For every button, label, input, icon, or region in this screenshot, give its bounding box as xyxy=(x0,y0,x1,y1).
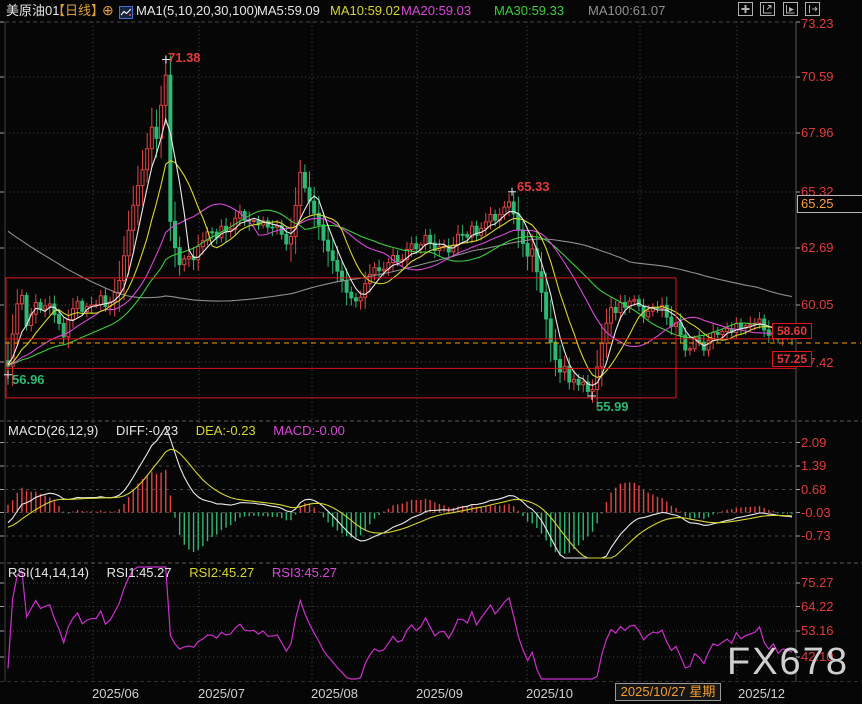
x-axis-label: 2025/10 xyxy=(526,686,573,701)
x-axis-strip: 2025/06 2025/07 2025/08 2025/09 2025/10 2025/… xyxy=(0,682,862,704)
pane-shift-button[interactable] xyxy=(805,2,821,16)
macd-dea-readout: DEA:-0.23 xyxy=(195,423,256,438)
y-axis-label: 73.23 xyxy=(801,16,834,31)
y-axis-label: 2.09 xyxy=(801,434,827,450)
symbol-name: 美原油01 xyxy=(6,3,60,18)
axis-zoom-out-button[interactable] xyxy=(782,2,798,16)
y-axis-label: 53.16 xyxy=(801,623,834,638)
high-annotation: 71.38 xyxy=(168,50,201,65)
y-axis-label: 42.10 xyxy=(801,649,834,664)
secondary-high-annotation: 65.33 xyxy=(517,179,550,194)
watermark-logo: FX678 xyxy=(727,641,849,683)
ma5-readout: MA5:59.09 xyxy=(257,3,320,18)
price-level-tag-1: 58.60 xyxy=(772,323,812,339)
macd-diff-readout: DIFF:-0.23 xyxy=(115,423,179,438)
price-level-tag-2: 57.25 xyxy=(772,351,812,367)
x-axis-label: 2025/07 xyxy=(198,686,245,701)
ma20-readout: MA20:59.03 xyxy=(401,3,472,18)
ma30-readout: MA30:59.33 xyxy=(494,3,565,18)
move-tool-button[interactable] xyxy=(738,2,753,16)
y-axis-label: 0.68 xyxy=(801,481,827,497)
x-axis-label: 2025/09 xyxy=(416,686,463,701)
y-axis-label: 64.22 xyxy=(801,598,834,614)
rsi2-readout: RSI2:45.27 xyxy=(189,565,255,580)
x-axis-label: 2025/06 xyxy=(92,686,139,701)
rsi-params-label: RSI(14,14,14) xyxy=(8,565,89,580)
axis-zoom-in-button[interactable] xyxy=(760,2,776,16)
x-axis-label: 2025/12 xyxy=(738,686,785,701)
rsi-panel-title: RSI(14,14,14) RSI1:45.27 RSI2:45.27 RSI3… xyxy=(8,565,351,580)
rsi1-readout: RSI1:45.27 xyxy=(106,565,172,580)
chart-header: 美原油01 【日线】 ⊕ MA1(5,10,20,30,100) MA5:59.… xyxy=(0,0,862,22)
chart-toolbar xyxy=(738,2,823,18)
early-low-annotation: 56.96 xyxy=(12,372,45,387)
ma100-readout: MA100:61.07 xyxy=(588,3,666,18)
y-axis-label: 70.59 xyxy=(801,69,834,84)
crosshair-price-label: 65.25 xyxy=(797,195,862,213)
period-badge: 【日线】 xyxy=(52,3,105,18)
macd-panel-title: MACD(26,12,9) DIFF:-0.23 DEA:-0.23 MACD:… xyxy=(8,423,359,438)
y-axis-label: -0.73 xyxy=(801,528,831,543)
ma-settings-label: MA1(5,10,20,30,100) xyxy=(136,3,259,18)
y-axis-label: 67.96 xyxy=(801,125,834,140)
x-axis-label: 2025/08 xyxy=(311,686,358,701)
y-axis-label: 62.69 xyxy=(801,240,834,255)
y-axis-label: 1.39 xyxy=(801,458,827,473)
y-axis-label: -0.03 xyxy=(801,504,831,520)
link-icon[interactable]: ⊕ xyxy=(102,2,114,18)
crosshair-date-label: 2025/10/27 星期一 xyxy=(615,683,721,704)
low-annotation: 55.99 xyxy=(596,399,629,414)
y-axis-label: 75.27 xyxy=(801,575,834,590)
chart-type-icon[interactable] xyxy=(119,4,133,25)
y-axis-label: 60.05 xyxy=(801,297,834,312)
rsi3-readout: RSI3:45.27 xyxy=(271,565,337,580)
macd-bar-readout: MACD:-0.00 xyxy=(273,423,345,438)
ma10-readout: MA10:59.02 xyxy=(330,3,401,18)
macd-params-label: MACD(26,12,9) xyxy=(8,423,99,438)
